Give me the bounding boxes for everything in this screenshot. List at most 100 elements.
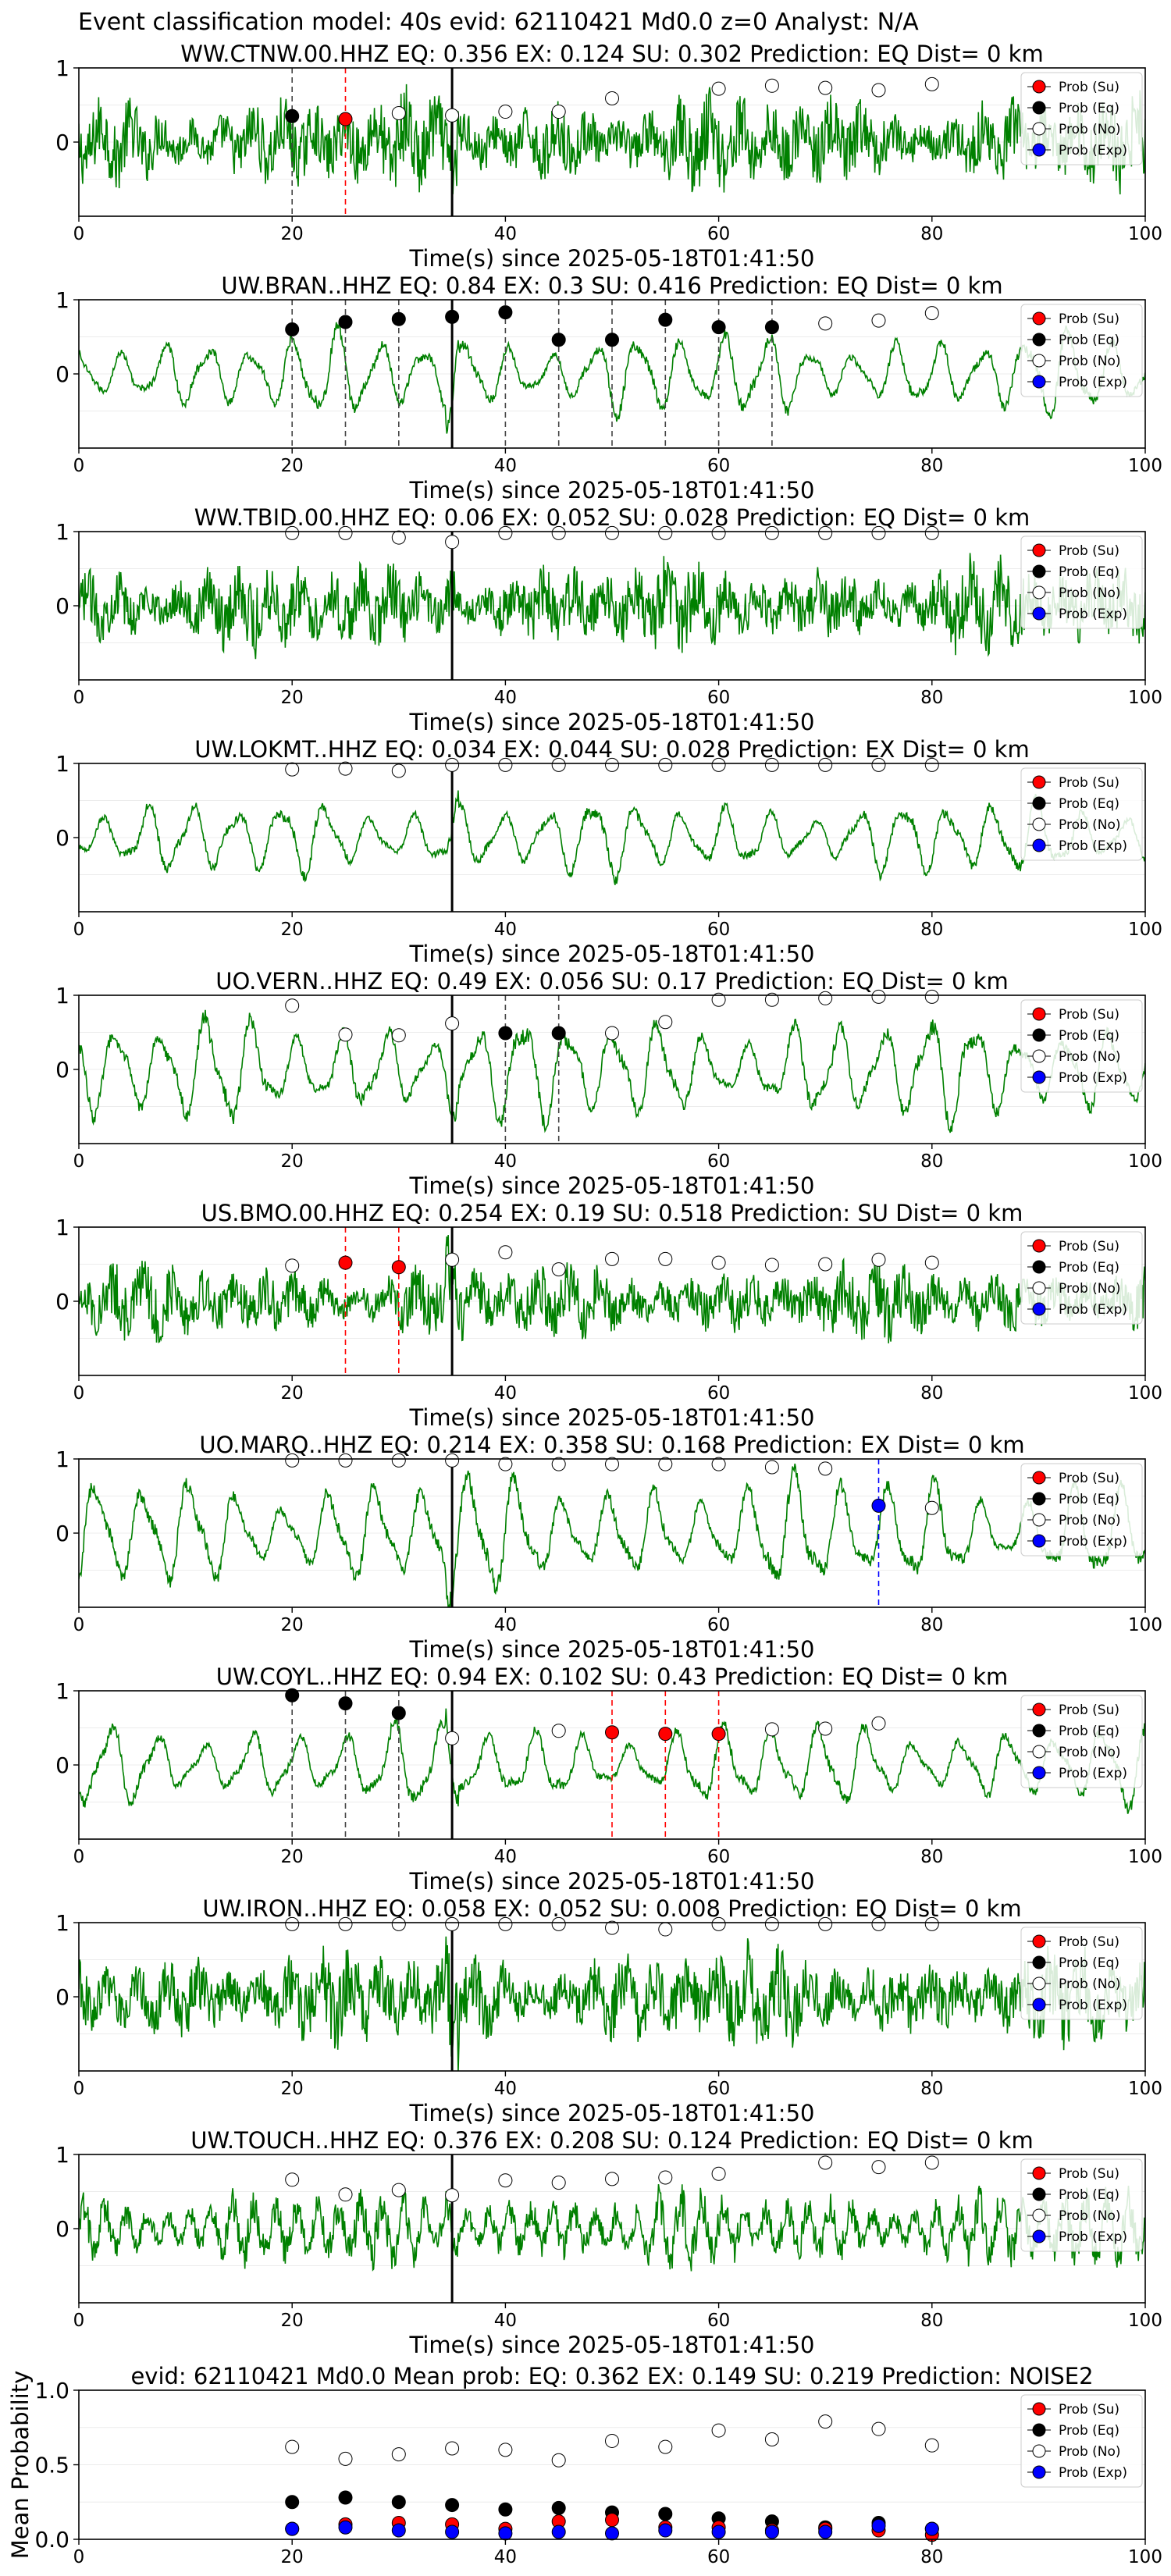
prob-marker-no <box>391 2183 406 2197</box>
x-tick-label: 20 <box>281 688 304 708</box>
prob-marker-eq <box>498 305 513 320</box>
legend-label: Prob (No) <box>1059 122 1121 137</box>
legend-swatch-exp <box>1032 607 1046 621</box>
panels: WW.CTNW.00.HHZ EQ: 0.356 EX: 0.124 SU: 0… <box>7 41 1162 2567</box>
prob-marker-no <box>285 998 300 1013</box>
mean-prob-marker-exp <box>658 2523 673 2538</box>
legend-swatch-su <box>1032 2166 1046 2180</box>
prob-marker-eq <box>391 1706 406 1720</box>
legend-label: Prob (Su) <box>1059 775 1119 791</box>
y-tick-label: 1 <box>55 55 69 81</box>
prob-marker-no <box>711 1916 726 1931</box>
mean-prob-marker-no <box>338 2451 353 2466</box>
prob-marker-no <box>764 1460 779 1475</box>
x-tick-label: 20 <box>281 920 304 940</box>
prob-marker-no <box>658 2170 673 2185</box>
plot-area <box>79 763 1145 912</box>
legend-swatch-exp <box>1032 1302 1046 1316</box>
x-tick-label: 80 <box>920 1383 943 1404</box>
x-tick-label: 0 <box>73 2311 85 2331</box>
legend-swatch-eq <box>1032 1724 1046 1738</box>
panel-2: UW.BRAN..HHZ EQ: 0.84 EX: 0.3 SU: 0.416 … <box>55 272 1162 503</box>
legend-label: Prob (Su) <box>1059 1007 1119 1023</box>
legend-swatch-su <box>1032 80 1046 94</box>
panel-title: WW.CTNW.00.HHZ EQ: 0.356 EX: 0.124 SU: 0… <box>180 41 1043 67</box>
legend-label: Prob (Su) <box>1059 1239 1119 1254</box>
prob-marker-no <box>658 1457 673 1471</box>
x-tick-label: 0 <box>73 688 85 708</box>
prob-marker-no <box>764 757 779 772</box>
legend-label: Prob (No) <box>1059 1049 1121 1065</box>
x-tick-label: 0 <box>73 2547 85 2567</box>
legend: Prob (Su) Prob (Eq) Prob (No) Prob (Exp) <box>1020 72 1143 165</box>
panel-title: UW.IRON..HHZ EQ: 0.058 EX: 0.052 SU: 0.0… <box>202 1895 1021 1922</box>
prob-marker-no <box>338 1453 353 1468</box>
x-axis-label: Time(s) since 2025-05-18T01:41:50 <box>409 2100 815 2126</box>
prob-marker-no <box>924 306 939 321</box>
prob-marker-no <box>818 316 833 331</box>
mean-prob-marker-exp <box>764 2524 779 2539</box>
prob-marker-no <box>658 757 673 772</box>
legend-box <box>1020 304 1143 397</box>
legend-label: Prob (Exp) <box>1059 1766 1127 1781</box>
prob-marker-no <box>605 1026 619 1041</box>
prob-marker-no <box>285 2172 300 2187</box>
prob-marker-no <box>711 1255 726 1270</box>
x-tick-label: 100 <box>1128 2311 1162 2331</box>
y-tick-label: 0 <box>55 1752 69 1778</box>
legend: Prob (Su) Prob (Eq) Prob (No) Prob (Exp) <box>1020 535 1143 629</box>
prob-marker-no <box>764 1916 779 1931</box>
x-tick-label: 20 <box>281 1151 304 1172</box>
prob-marker-no <box>605 757 619 772</box>
legend-box <box>1020 1231 1143 1325</box>
legend-swatch-exp <box>1032 1766 1046 1780</box>
prob-marker-no <box>605 1457 619 1471</box>
prob-marker-no <box>818 1257 833 1272</box>
seismogram-trace <box>79 1936 1145 2071</box>
prob-marker-no <box>871 313 886 328</box>
legend: Prob (Su) Prob (Eq) Prob (No) Prob (Exp) <box>1020 2158 1143 2252</box>
prob-marker-eq <box>605 333 619 347</box>
legend-label: Prob (Exp) <box>1059 2229 1127 2245</box>
prob-marker-eq <box>285 1688 300 1703</box>
prob-marker-no <box>498 525 513 540</box>
legend-swatch-exp <box>1032 375 1046 389</box>
legend-swatch-no <box>1032 2208 1046 2222</box>
x-axis-label: Time(s) since 2025-05-18T01:41:50 <box>409 1404 815 1431</box>
legend-swatch-su <box>1032 1703 1046 1717</box>
mean-prob-marker-eq <box>551 2500 566 2515</box>
x-tick-label: 100 <box>1128 1151 1162 1172</box>
prob-marker-no <box>711 757 726 772</box>
prob-marker-no <box>445 1916 460 1931</box>
mean-prob-marker-eq <box>445 2498 460 2513</box>
x-tick-label: 40 <box>494 1151 517 1172</box>
legend-swatch-no <box>1032 1745 1046 1759</box>
legend-swatch-eq <box>1032 1492 1046 1506</box>
legend: Prob (Su) Prob (Eq) Prob (No) Prob (Exp) <box>1020 1695 1143 1788</box>
x-tick-label: 60 <box>707 224 730 244</box>
x-tick-label: 0 <box>73 456 85 476</box>
legend-swatch-exp <box>1032 838 1046 852</box>
prob-marker-no <box>551 1724 566 1738</box>
prob-marker-no <box>498 2173 513 2188</box>
prob-marker-no <box>498 1457 513 1471</box>
prob-marker-no <box>818 2155 833 2170</box>
prob-marker-no <box>764 525 779 540</box>
seismogram-trace <box>79 1463 1145 1607</box>
legend-label: Prob (Exp) <box>1059 1998 1127 2013</box>
legend-label: Prob (No) <box>1059 1976 1121 1992</box>
legend-label: Prob (Su) <box>1059 1471 1119 1486</box>
legend-label: Prob (Su) <box>1059 2402 1119 2418</box>
legend-swatch-eq <box>1032 564 1046 578</box>
x-axis-label: Time(s) since 2025-05-18T01:41:50 <box>409 477 815 503</box>
prob-marker-no <box>391 763 406 778</box>
seismogram-trace <box>79 1235 1145 1343</box>
legend-label: Prob (Exp) <box>1059 838 1127 854</box>
mean-prob-marker-su <box>605 2513 619 2528</box>
x-axis-label: Time(s) since 2025-05-18T01:41:50 <box>409 941 815 967</box>
y-tick-label: 1.0 <box>34 2378 69 2403</box>
mean-prob-marker-no <box>658 2439 673 2454</box>
panel-11: evid: 62110421 Md0.0 Mean prob: EQ: 0.36… <box>7 2363 1162 2567</box>
